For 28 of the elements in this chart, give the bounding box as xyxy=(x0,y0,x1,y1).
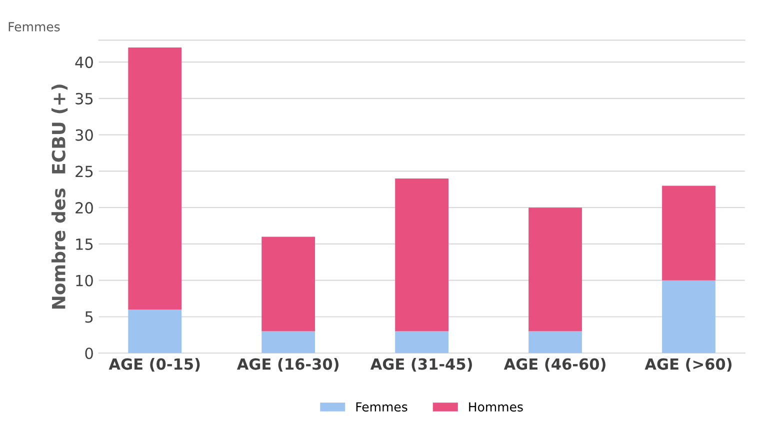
y-tick-label: 10 xyxy=(76,274,93,286)
y-tick-label: 25 xyxy=(76,166,93,178)
x-tick-label: AGE (16-30) xyxy=(236,358,338,372)
x-tick-label: AGE (>60) xyxy=(644,358,732,372)
x-tick-label: AGE (46-60) xyxy=(504,358,606,372)
bar xyxy=(528,208,582,332)
bar xyxy=(395,178,448,332)
y-tick-label: 35 xyxy=(76,92,93,104)
bar xyxy=(528,331,582,354)
y-tick-label: 20 xyxy=(76,202,93,214)
legend-label: Hommes xyxy=(469,402,523,412)
bar xyxy=(662,186,716,280)
bar xyxy=(128,309,182,354)
y-tick-label: 15 xyxy=(76,238,93,250)
legend-label: Femmes xyxy=(356,402,408,412)
y-tick-label: 5 xyxy=(85,311,93,323)
x-tick-label: AGE (0-15) xyxy=(108,358,200,372)
bar xyxy=(662,280,716,354)
y-tick-label: 40 xyxy=(75,56,93,68)
y-tick-label: 0 xyxy=(85,348,93,360)
y-tick-label: 30 xyxy=(76,129,93,141)
x-tick-label: AGE (31-45) xyxy=(370,358,472,372)
y-axis-title: Nombre des ECBU (+) xyxy=(51,84,68,309)
bar xyxy=(262,236,316,332)
bar xyxy=(395,331,448,354)
text: Femmes xyxy=(8,22,60,32)
bar xyxy=(128,48,182,310)
bar xyxy=(262,331,316,354)
